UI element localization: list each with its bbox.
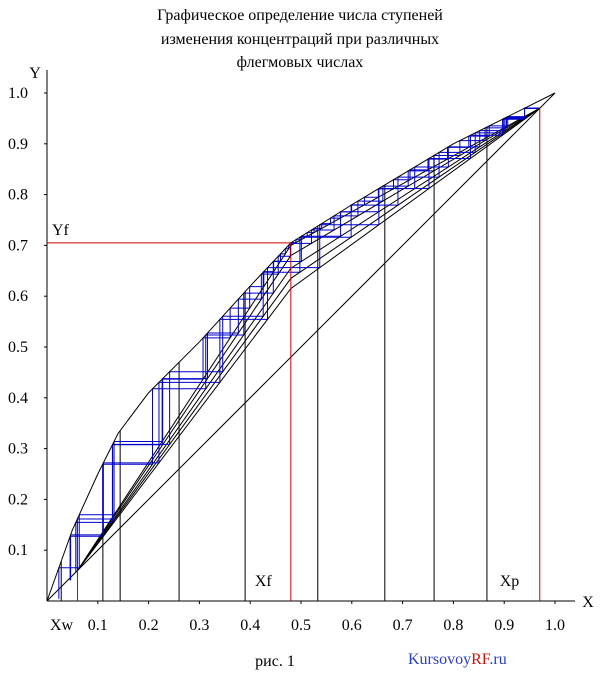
y-tick-label: 0.8	[8, 187, 28, 204]
caption: рис. 1	[255, 653, 295, 670]
x-tick-label: 0.4	[240, 617, 260, 634]
x-tick-label: 0.5	[291, 617, 311, 634]
y-tick-label: 0.3	[8, 441, 28, 458]
annotation: Xp	[500, 573, 520, 590]
watermark: KursovoyRF.ru	[408, 651, 507, 668]
annotation: Xw	[50, 617, 74, 634]
y-tick-label: 0.7	[8, 237, 28, 254]
y-tick-label: 0.2	[8, 491, 28, 508]
chart-title: Графическое определение числа ступеней	[157, 7, 443, 24]
x-axis-label: X	[582, 594, 594, 611]
x-tick-label: 0.8	[443, 617, 463, 634]
x-tick-label: 0.3	[189, 617, 209, 634]
x-tick-label: 0.1	[88, 617, 108, 634]
x-tick-label: 0.2	[139, 617, 159, 634]
y-tick-label: 0.4	[8, 390, 28, 407]
x-tick-label: 0.9	[494, 617, 514, 634]
watermark-part: RF	[471, 651, 491, 668]
annotation: Xf	[255, 573, 273, 590]
equilibrium-curve	[46, 92, 556, 602]
x-tick-label: 0.6	[342, 617, 362, 634]
y-tick-label: 0.6	[8, 288, 28, 305]
watermark-part: Kursovoy	[408, 651, 471, 668]
y-axis-label: Y	[29, 65, 41, 82]
x-tick-label: 1.0	[545, 617, 565, 634]
watermark-part: .ru	[489, 651, 506, 668]
y-tick-label: 0.1	[8, 542, 28, 559]
y-tick-label: 0.5	[8, 339, 28, 356]
chart-title: изменения концентраций при различных	[161, 31, 439, 48]
y-tick-label: 1.0	[8, 85, 28, 102]
diagonal	[46, 92, 556, 602]
x-tick-label: 0.7	[393, 617, 413, 634]
chart-title: флегмовых числах	[237, 54, 364, 71]
step	[58, 107, 540, 599]
annotation: Yf	[52, 222, 70, 239]
y-tick-label: 0.9	[8, 136, 28, 153]
